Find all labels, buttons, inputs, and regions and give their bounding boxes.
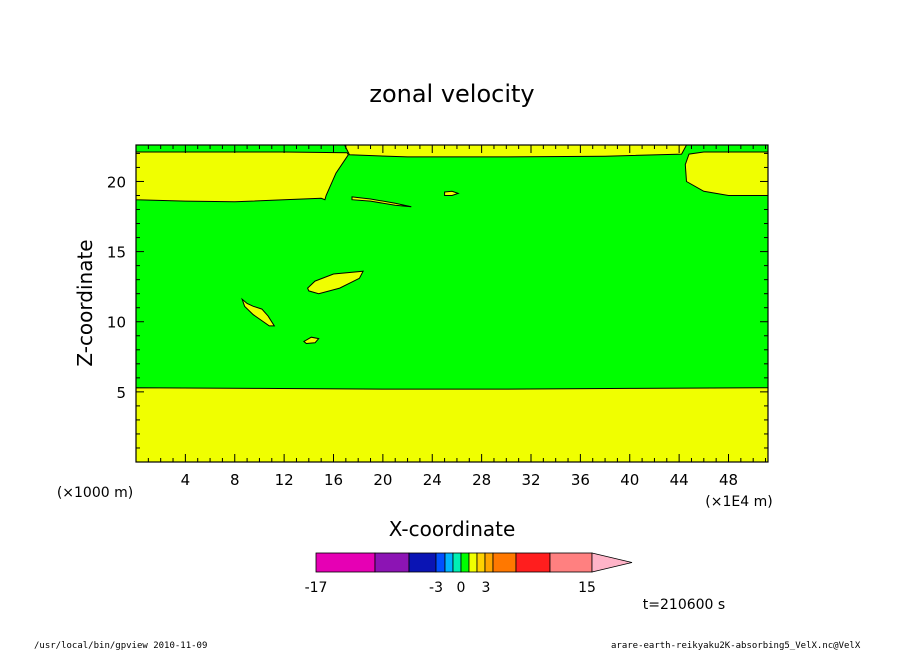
x-tick-label: 20: [373, 471, 392, 489]
colorbar-segment: [435, 552, 446, 573]
y-axis-label: Z-coordinate: [73, 239, 97, 366]
top-yellow-band: [343, 144, 688, 158]
colorbar-segment: [492, 552, 517, 573]
plot-frame: [135, 144, 769, 463]
colorbar-label: 15: [578, 580, 596, 596]
colorbar-segment: [549, 552, 593, 573]
yellow-island-upper-2: [444, 190, 460, 196]
y-tick-label: 5: [116, 384, 126, 402]
colorbar-segment: [515, 552, 551, 573]
upper-yellow-region-left: [135, 151, 349, 203]
colorbar-label: 3: [482, 580, 491, 596]
y-tick-label: 10: [107, 314, 126, 332]
x-tick-label: 36: [571, 471, 590, 489]
y-tick-label: 20: [107, 173, 126, 191]
colorbar-segment: [452, 552, 462, 573]
chart-title: zonal velocity: [369, 80, 534, 108]
program-footer: /usr/local/bin/gpview 2010-11-09: [34, 641, 208, 651]
yellow-island-mid-1: [307, 270, 364, 295]
x-tick-label: 28: [472, 471, 491, 489]
upper-yellow-region-right: [684, 151, 769, 196]
x-tick-label: 12: [275, 471, 294, 489]
colorbar-label: -3: [429, 580, 443, 596]
colorbar-segment: [476, 552, 486, 573]
source-footer: arare-earth-reikyaku2K-absorbing5_VelX.n…: [611, 641, 861, 651]
yellow-island-mid-2: [241, 297, 276, 327]
colorbar: -17 -3 0 3 15: [305, 552, 633, 596]
yellow-island-mid-3: [303, 336, 320, 345]
lower-yellow-region: [135, 387, 769, 463]
colorbar-arrow: [591, 552, 633, 573]
y-axis-units: (×1000 m): [57, 485, 133, 501]
colorbar-segment: [484, 552, 494, 573]
x-tick-label: 48: [719, 471, 738, 489]
x-tick-label: 40: [620, 471, 639, 489]
x-axis-label: X-coordinate: [389, 517, 516, 541]
colorbar-segment: [468, 552, 478, 573]
x-tick-label: 16: [324, 471, 343, 489]
colorbar-segment: [460, 552, 470, 573]
plot-area: [135, 144, 769, 463]
x-tick-label: 32: [521, 471, 540, 489]
x-axis-units: (×1E4 m): [705, 494, 772, 510]
x-tick-label: 44: [670, 471, 689, 489]
colorbar-label: 0: [457, 580, 466, 596]
yellow-island-upper-1: [351, 196, 412, 208]
time-annotation: t=210600 s: [643, 597, 725, 613]
x-tick-label: 4: [181, 471, 191, 489]
x-tick-label: 24: [423, 471, 442, 489]
colorbar-segment: [315, 552, 376, 573]
colorbar-label: -17: [305, 580, 328, 596]
colorbar-segment: [408, 552, 437, 573]
y-tick-label: 15: [107, 244, 126, 262]
x-tick-label: 8: [230, 471, 240, 489]
colorbar-segment: [374, 552, 410, 573]
colorbar-segment: [444, 552, 454, 573]
